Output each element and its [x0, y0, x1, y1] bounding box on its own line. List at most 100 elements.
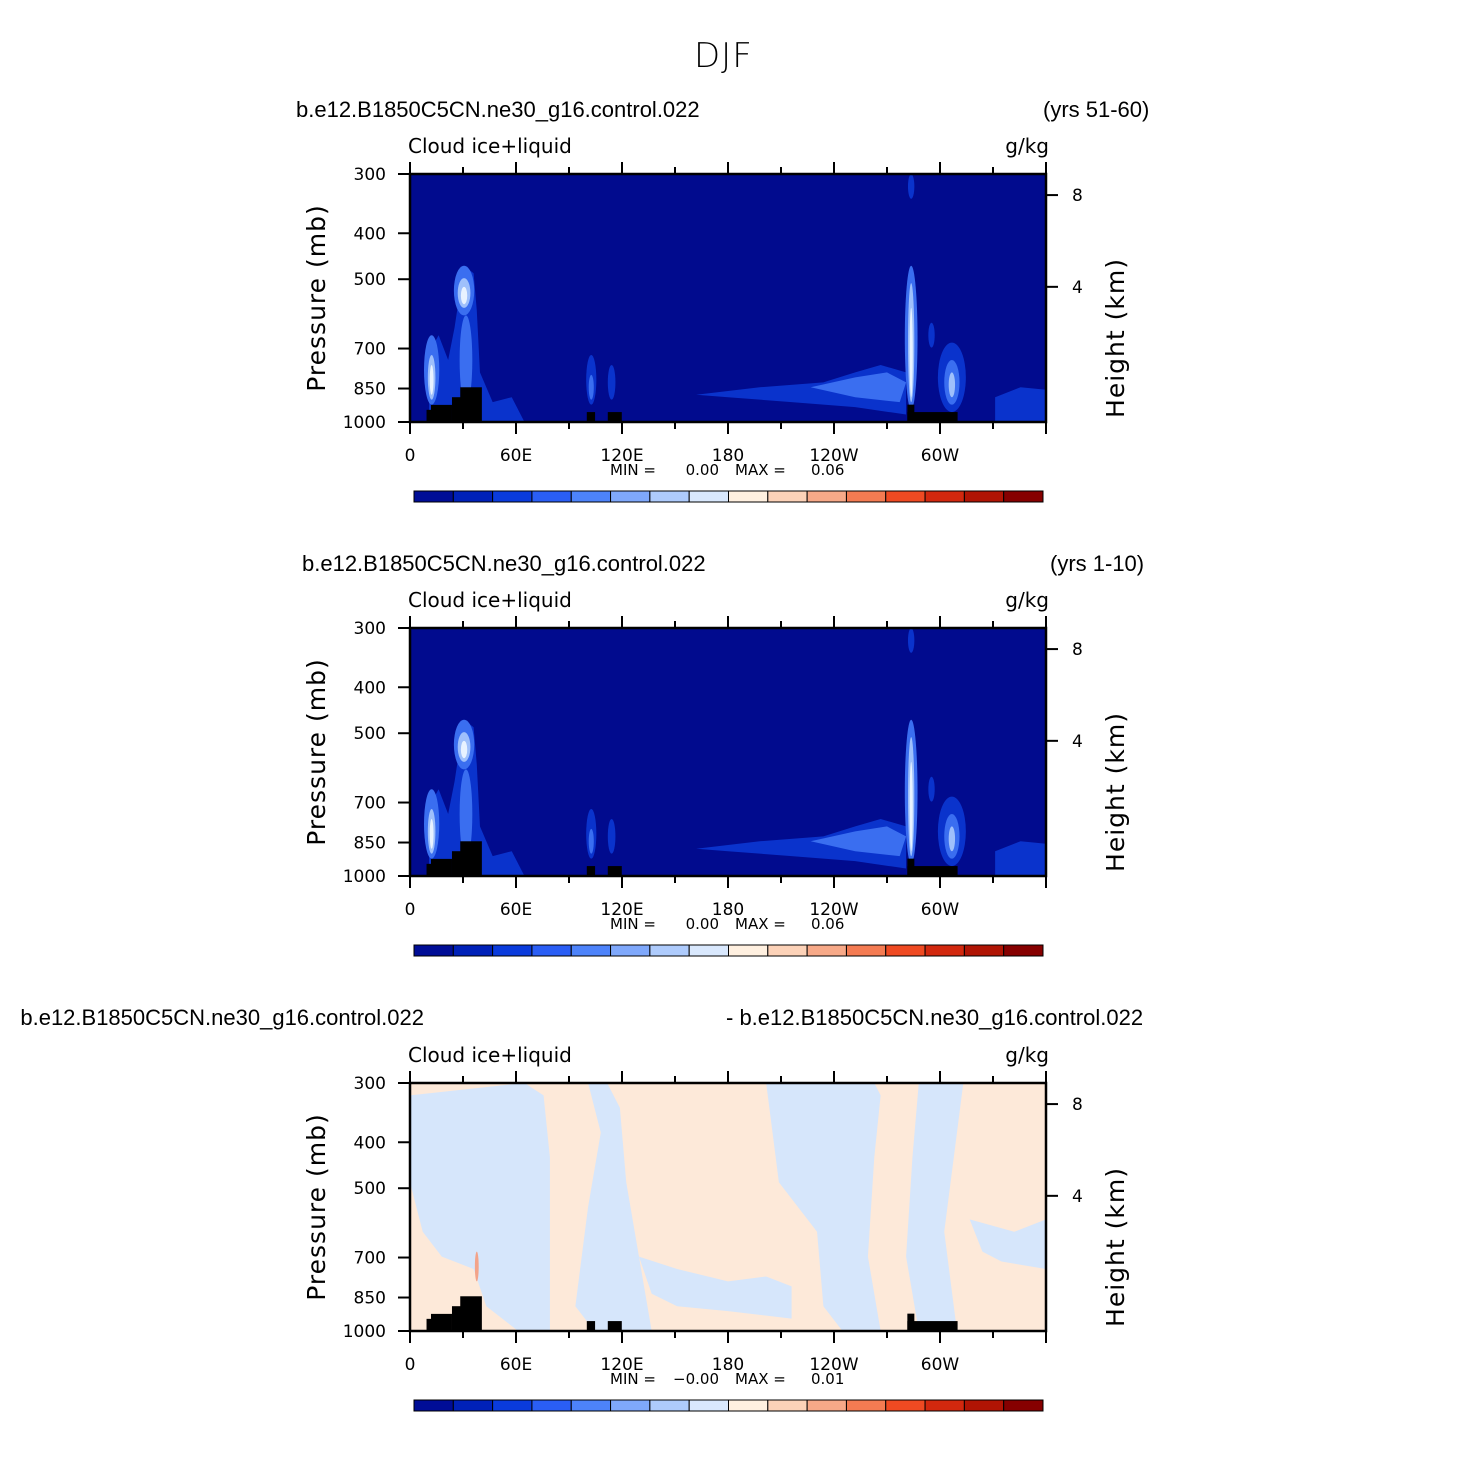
right-tick-label-4: 4 [1072, 732, 1083, 752]
field-region-plume-upper-peak [460, 286, 468, 305]
y-tick-label-850: 850 [354, 1289, 386, 1309]
x-tick-label-120E: 120E [600, 1355, 643, 1375]
colorbar-swatch-12 [845, 944, 887, 957]
colorbar-swatch-6 [610, 490, 651, 503]
colorbar-swatch-8 [688, 944, 729, 957]
colorbar-label-7: 0.1 [912, 507, 937, 510]
y-tick-label-700: 700 [354, 1249, 386, 1269]
colorbar-swatch-5 [570, 1399, 612, 1412]
y-tick-label-300: 300 [354, 619, 386, 639]
panel-3-period: - b.e12.B1850C5CN.ne30_g16.control.022 [726, 1005, 1144, 1030]
colorbar-label-6: 0.08 [829, 961, 865, 964]
colorbar-swatch-8 [688, 1399, 729, 1412]
field-region-negative-f [969, 1219, 1046, 1269]
colorbar-label-6: 0.03 [868, 1416, 904, 1419]
right-axis-title: Height (km) [1101, 1167, 1130, 1327]
colorbar-swatch-3 [492, 1399, 533, 1412]
topography-block-8 [907, 866, 958, 876]
colorbar-swatch-4 [531, 1399, 572, 1412]
topography-block-6 [607, 1321, 622, 1331]
x-tick-label-0: 0 [405, 900, 416, 920]
field-region-negative-a [410, 1083, 550, 1331]
field-region-americas-plume-peak [909, 307, 913, 398]
colorbar-swatch-10 [767, 1399, 808, 1412]
panel-1-plot: Cloud ice+liquid g/kg 300 400 500 700 850 1000 8… [302, 134, 1130, 510]
field-region-americas-top [907, 174, 915, 199]
colorbar-label-4: 0.04 [671, 961, 707, 964]
field-region-east-pacific-mid [810, 826, 907, 857]
field-region-atlantic-upper [928, 322, 935, 348]
field-region-atlantic-high [948, 826, 956, 852]
topography-block-3 [451, 1306, 461, 1331]
panel-2-period: (yrs 1-10) [1050, 551, 1145, 576]
colorbar-label-5: 0.06 [750, 507, 786, 510]
y-tick-label-500: 500 [354, 270, 386, 290]
colorbar-swatch-4 [531, 944, 572, 957]
panel-3-case-name: b.e12.B1850C5CN.ne30_g16.control.022 [20, 1005, 424, 1030]
field-region-east-pacific-deck [696, 818, 907, 869]
colorbar-swatch-5 [570, 490, 612, 503]
min-value: −0.00 [673, 1370, 719, 1388]
topography-block-8 [907, 1321, 958, 1331]
colorbar-label-1: 0.01 [436, 507, 472, 510]
x-tick-label-60E: 60E [500, 900, 532, 920]
topography-block-2 [430, 858, 452, 876]
x-tick-label-120W: 120W [809, 900, 858, 920]
topography-block-1 [426, 863, 433, 876]
colorbar-swatch-14 [924, 944, 965, 957]
colorbar-swatch-3 [492, 944, 533, 957]
colorbar-label-7: 0.1 [912, 961, 937, 964]
colorbar-label-4: 0 [723, 1416, 733, 1419]
colorbar-swatch-13 [885, 490, 926, 503]
field-region-east-edge [995, 841, 1046, 876]
panel-2-content: Cloud ice+liquid g/kg 300 400 500 700 850 1000 8… [302, 588, 1130, 964]
colorbar-swatch-4 [531, 490, 572, 503]
panel-2-plot: Cloud ice+liquid g/kg 300 400 500 700 850 1000 8… [302, 588, 1130, 964]
colorbar-swatch-1 [413, 1399, 454, 1412]
topography-block-4 [460, 387, 482, 422]
colorbar-swatch-10 [767, 944, 808, 957]
colorbar-label-7: 0.05 [947, 1416, 983, 1419]
figure-title: DJF [694, 36, 753, 76]
panel-1-content: Cloud ice+liquid g/kg 300 400 500 700 850 1000 8… [302, 134, 1130, 510]
topography-block-2 [430, 1313, 452, 1331]
field-region-negative-c [766, 1083, 881, 1331]
colorbar-swatch-15 [963, 490, 1005, 503]
colorbar-swatch-8 [688, 490, 729, 503]
colorbar-swatch-11 [806, 944, 847, 957]
right-axis-title: Height (km) [1101, 712, 1130, 872]
topography-block-8 [907, 412, 958, 422]
colorbar-swatch-12 [845, 490, 887, 503]
y-tick-label-500: 500 [354, 724, 386, 744]
colorbar-label-2: 0.02 [514, 507, 550, 510]
x-tick-label-180: 180 [712, 1355, 744, 1375]
x-tick-label-120E: 120E [600, 446, 643, 466]
colorbar-swatch-9 [728, 490, 769, 503]
field-region-plume-west-low [429, 268, 525, 422]
topography-block-3 [451, 397, 461, 422]
units-label: g/kg [1005, 134, 1049, 158]
colorbar-swatch-7 [649, 944, 690, 957]
topography-block-6 [607, 412, 622, 422]
colorbar-swatch-6 [610, 944, 651, 957]
topography-block-5 [586, 866, 596, 876]
colorbar-swatch-13 [885, 944, 926, 957]
colorbar-swatch-1 [413, 944, 454, 957]
units-label: g/kg [1005, 1043, 1049, 1067]
colorbar-label-6: 0.08 [829, 507, 865, 510]
x-tick-label-0: 0 [405, 1355, 416, 1375]
colorbar-label-4: 0.04 [671, 507, 707, 510]
panel-3-plot: Cloud ice+liquid g/kg30040050070085010008… [302, 1043, 1130, 1419]
field-region-plume-upper-peak [460, 740, 468, 759]
colorbar-swatch-2 [452, 1399, 494, 1412]
topography-block-4 [460, 1296, 482, 1331]
colorbar-swatch-16 [1003, 944, 1044, 957]
colorbar-label-2: −0.03 [547, 1416, 596, 1419]
y-axis-title: Pressure (mb) [302, 204, 331, 391]
colorbar-label-5: 0.06 [750, 961, 786, 964]
right-axis-title: Height (km) [1101, 258, 1130, 418]
field-region-plume-west-peak [429, 364, 434, 395]
units-label: g/kg [1005, 588, 1049, 612]
field-region-plume-stem [459, 769, 473, 859]
topography-block-6 [607, 866, 622, 876]
